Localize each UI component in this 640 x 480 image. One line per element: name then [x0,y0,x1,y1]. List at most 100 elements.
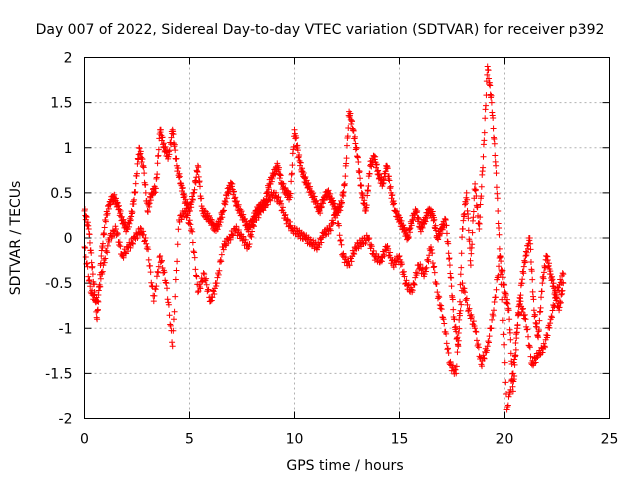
chart-title: Day 007 of 2022, Sidereal Day-to-day VTE… [36,22,605,38]
trace-point [170,327,177,334]
trace-point [282,211,289,218]
y-tick-label: -1.5 [45,366,72,382]
trace-point [530,296,537,303]
trace-point [337,237,344,244]
trace-point [459,225,466,232]
trace-point [370,247,377,254]
trace-point [464,196,471,203]
trace-point [472,328,479,335]
trace-point [338,199,345,206]
trace-point [137,225,144,232]
trace-point [242,236,249,243]
trace-point [489,316,496,323]
trace-point [411,281,418,288]
trace-point [168,134,175,141]
trace-point [343,160,350,167]
trace-point [533,323,540,330]
trace-point [407,225,414,232]
trace-point [519,306,526,313]
trace-point [526,342,533,349]
trace-point [517,298,524,305]
trace-point [273,189,280,196]
trace-point [363,202,370,209]
trace-point [466,238,473,245]
trace-point [443,340,450,347]
trace-point [501,359,508,366]
trace-point [471,186,478,193]
data-point [232,225,239,232]
trace-point [159,134,166,141]
trace-point [472,186,479,193]
trace-point [86,239,93,246]
trace-point [433,227,440,234]
trace-point [193,272,200,279]
trace-point [223,195,230,202]
data-point [476,225,483,232]
trace-point [147,269,154,276]
trace-point [216,223,223,230]
trace-point [485,338,492,345]
trace-point [525,333,532,340]
trace-point [235,201,242,208]
trace-point [365,182,372,189]
data-point [484,343,491,350]
trace-point [189,239,196,246]
data-point [446,361,453,368]
trace-point [209,294,216,301]
trace-point [540,269,547,276]
trace-point [415,216,422,223]
data-point [539,280,546,287]
data-point [188,225,195,232]
trace-point [512,346,519,353]
trace-point [502,379,509,386]
trace-point [384,243,391,250]
x-tick-label: 20 [496,432,514,448]
trace-point [98,269,105,276]
trace-point [167,321,174,328]
trace-point [286,218,293,225]
trace-point [514,322,521,329]
trace-point [480,352,487,359]
trace-point [511,356,518,363]
data-point [94,316,101,323]
trace-point [195,164,202,171]
trace-point [487,82,494,89]
trace-point [311,193,318,200]
trace-point [535,327,542,334]
trace-point [351,251,358,258]
trace-point [506,329,513,336]
data-point [85,225,92,232]
trace-point [445,250,452,257]
trace-point [274,194,281,201]
trace-point [86,277,93,284]
trace-point [192,266,199,273]
trace-point [342,254,349,261]
trace-point [378,258,385,265]
trace-point [116,241,123,248]
trace-point [275,193,282,200]
trace-point [555,284,562,291]
data-point [377,257,384,264]
trace-point [527,240,534,247]
trace-point [240,233,247,240]
trace-point [172,276,179,283]
trace-point [248,233,255,240]
data-point [339,253,346,260]
trace-point [195,173,202,180]
trace-point [175,226,182,233]
trace-point [387,249,394,256]
trace-point [293,134,300,141]
trace-point [102,218,109,225]
tick-labels: 0 5 10 15 20 25 -2 -1.5 -1 -0.5 0 0.5 1 1.5 2 [45,51,618,448]
trace-point [191,249,198,256]
trace-point [448,283,455,290]
trace-point [275,164,282,171]
trace-point [288,178,295,185]
trace-point [466,305,473,312]
trace-point [408,286,415,293]
trace-point [142,181,149,188]
trace-point [476,220,483,227]
data-point [530,307,537,314]
trace-point [352,140,359,147]
trace-point [470,208,477,215]
